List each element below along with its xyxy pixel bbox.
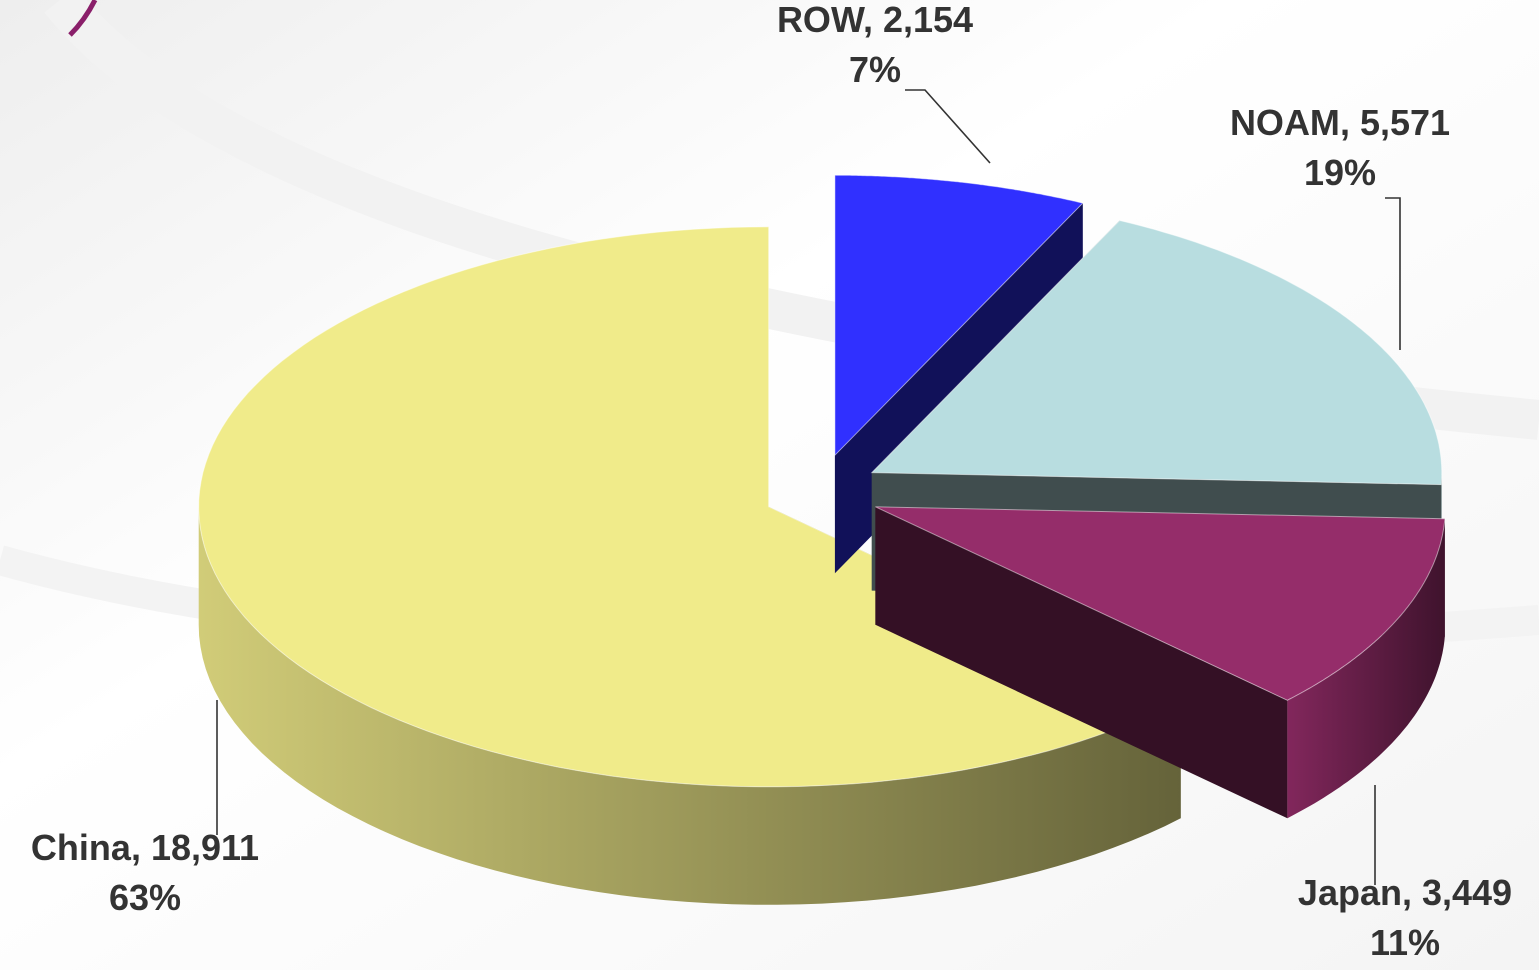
slice-side (198, 506, 1181, 905)
slice-top (875, 506, 1446, 701)
slice-top (834, 174, 1084, 457)
percent-label: 63% (109, 877, 181, 918)
value-label: 3,449 (1422, 872, 1512, 913)
value-label: 18,911 (151, 827, 259, 868)
data-label: China, 18,911 (31, 827, 259, 868)
slice-top (870, 219, 1443, 486)
category-name: NOAM (1230, 102, 1340, 143)
labels: ROW, 2,154 7% NOAM, 5,571 19% Japan, 3,449 11… (31, 0, 1512, 963)
data-label: ROW, 2,154 (777, 0, 973, 40)
percent-label: 7% (849, 49, 901, 90)
percent-label: 11% (1370, 922, 1440, 963)
data-label: NOAM, 5,571 (1230, 102, 1450, 143)
decoration (68, 0, 98, 37)
percent-label: 19% (1304, 152, 1376, 193)
value-label: 5,571 (1360, 102, 1450, 143)
slice (875, 506, 1446, 819)
leader-line (1385, 197, 1401, 350)
category-name: Japan (1298, 872, 1402, 913)
slice-side (1287, 518, 1445, 819)
category-name: ROW (777, 0, 865, 40)
slice-wall (875, 506, 1288, 819)
value-label: 2,154 (883, 0, 973, 40)
leader-line (905, 89, 991, 164)
pie (198, 174, 1446, 905)
category-name: China (31, 827, 132, 868)
data-label: Japan, 3,449 (1298, 872, 1512, 913)
